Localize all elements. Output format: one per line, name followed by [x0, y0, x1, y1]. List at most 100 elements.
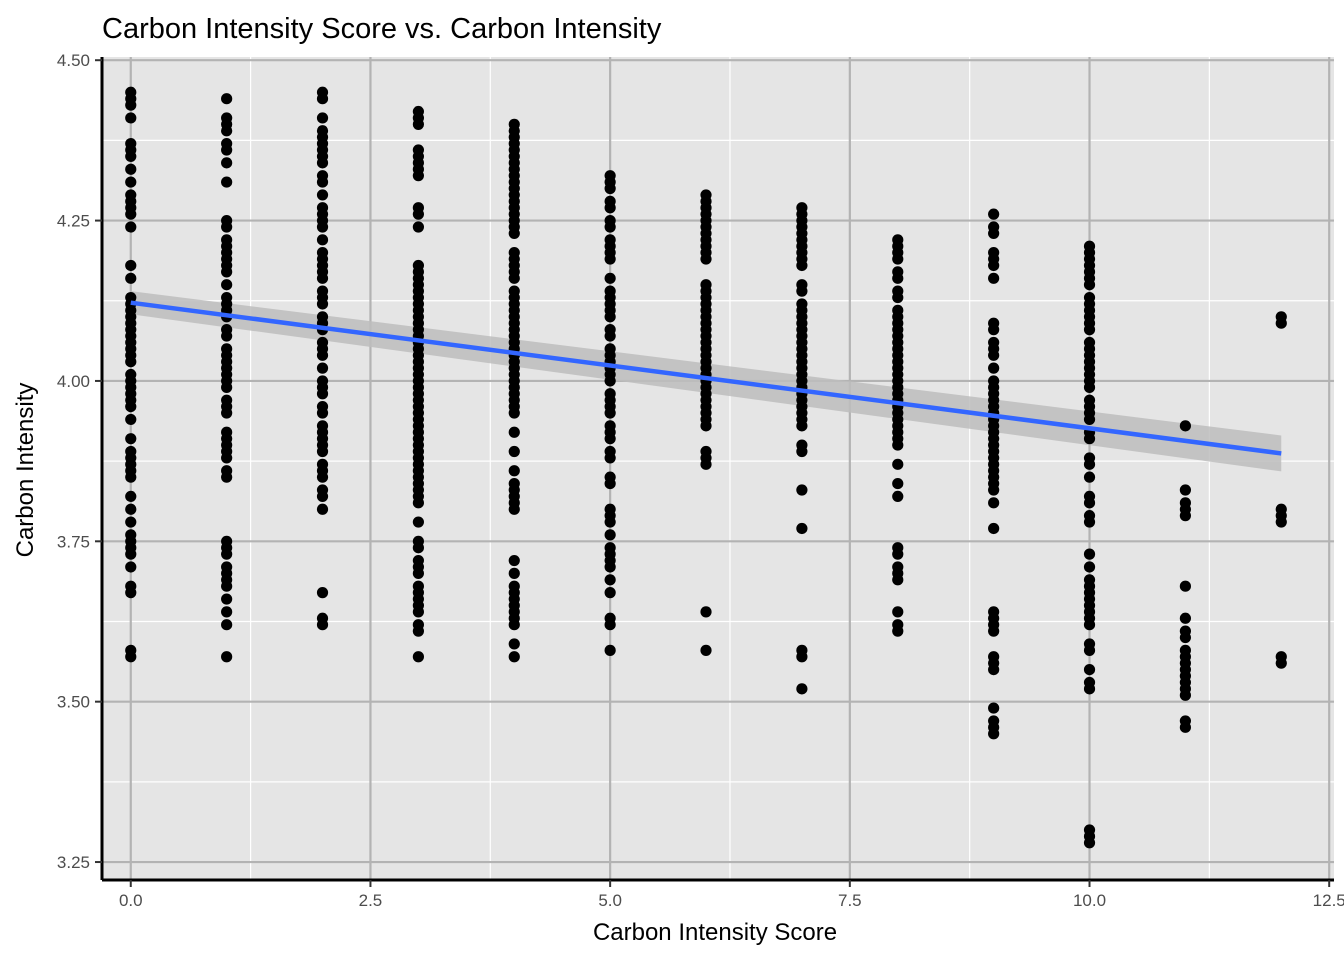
- data-point: [508, 227, 520, 240]
- data-point: [508, 426, 520, 438]
- data-point: [604, 587, 616, 599]
- data-point: [125, 221, 137, 233]
- data-point: [316, 445, 329, 458]
- data-point: [316, 112, 329, 124]
- data-point: [316, 471, 329, 483]
- data-point: [125, 99, 137, 111]
- data-point: [221, 144, 233, 156]
- data-point: [221, 125, 233, 137]
- data-point: [1083, 458, 1096, 470]
- data-point: [125, 163, 137, 175]
- data-point: [412, 516, 424, 528]
- data-point: [604, 644, 616, 656]
- data-point: [412, 208, 424, 220]
- data-point: [125, 433, 137, 445]
- data-point: [316, 221, 329, 233]
- data-point: [604, 452, 616, 464]
- data-point: [316, 157, 329, 169]
- y-axis-title: Carbon Intensity: [12, 383, 39, 558]
- data-point: [988, 227, 1000, 240]
- data-point: [988, 259, 1000, 272]
- data-point: [988, 497, 1000, 509]
- data-point: [1083, 663, 1096, 676]
- data-point: [508, 407, 520, 419]
- data-point: [316, 176, 329, 188]
- data-point: [316, 298, 329, 310]
- data-point: [1179, 721, 1191, 733]
- data-point: [221, 471, 233, 483]
- data-point: [221, 580, 233, 592]
- data-point: [316, 503, 329, 515]
- data-point: [796, 484, 808, 496]
- data-point: [892, 606, 904, 618]
- data-point: [221, 593, 233, 605]
- data-point: [316, 587, 329, 599]
- data-point: [125, 150, 137, 163]
- data-point: [604, 561, 616, 573]
- data-point: [125, 400, 137, 413]
- data-point: [892, 272, 904, 284]
- data-point: [796, 285, 808, 297]
- data-point: [604, 516, 616, 528]
- data-point: [796, 259, 808, 272]
- data-point: [892, 253, 904, 265]
- data-point: [125, 176, 137, 188]
- y-tick-label: 3.25: [57, 853, 90, 872]
- data-point: [221, 452, 233, 464]
- data-point: [316, 93, 329, 105]
- data-point: [796, 522, 808, 535]
- data-point: [412, 625, 424, 637]
- data-point: [125, 112, 137, 124]
- data-point: [508, 638, 520, 650]
- data-point: [412, 118, 424, 130]
- data-point: [125, 413, 137, 426]
- x-tick-label: 10.0: [1073, 891, 1106, 910]
- data-point: [604, 253, 616, 265]
- data-point: [700, 253, 712, 265]
- data-point: [221, 330, 233, 342]
- data-point: [1083, 619, 1096, 631]
- data-point: [316, 189, 329, 201]
- data-point: [988, 349, 1000, 361]
- data-point: [316, 349, 329, 361]
- x-axis-ticks: 0.0 2.5 5.0 7.5 10.0 12.5: [119, 880, 1344, 910]
- data-point: [221, 157, 233, 169]
- data-point: [221, 548, 233, 560]
- data-point: [221, 221, 233, 233]
- data-point: [892, 490, 904, 503]
- data-point: [1083, 381, 1096, 393]
- data-point: [508, 272, 520, 284]
- y-tick-label: 4.50: [57, 51, 90, 70]
- data-point: [796, 420, 808, 432]
- data-point: [1083, 683, 1096, 695]
- data-point: [892, 458, 904, 470]
- data-point: [125, 208, 137, 220]
- data-point: [988, 625, 1000, 637]
- data-point: [221, 93, 233, 105]
- data-point: [221, 279, 233, 291]
- data-point: [700, 644, 712, 656]
- data-point: [604, 375, 616, 387]
- data-point: [125, 587, 137, 599]
- y-tick-label: 3.50: [57, 693, 90, 712]
- data-point: [1179, 580, 1191, 592]
- data-point: [316, 407, 329, 419]
- data-point: [604, 407, 616, 419]
- data-point: [316, 619, 329, 631]
- data-point: [221, 407, 233, 419]
- data-point: [1179, 631, 1191, 644]
- data-point: [508, 554, 520, 567]
- data-point: [1083, 497, 1096, 509]
- data-point: [508, 503, 520, 515]
- data-point: [125, 503, 137, 515]
- data-point: [604, 619, 616, 631]
- data-point: [1275, 317, 1287, 329]
- data-point: [604, 182, 616, 195]
- data-point: [1083, 279, 1096, 291]
- data-point: [221, 606, 233, 618]
- y-axis-ticks: 3.25 3.50 3.75 4.00 4.25 4.50: [57, 51, 102, 872]
- data-point: [125, 561, 137, 573]
- data-point: [700, 458, 712, 470]
- data-point: [604, 330, 616, 342]
- data-point: [604, 272, 616, 284]
